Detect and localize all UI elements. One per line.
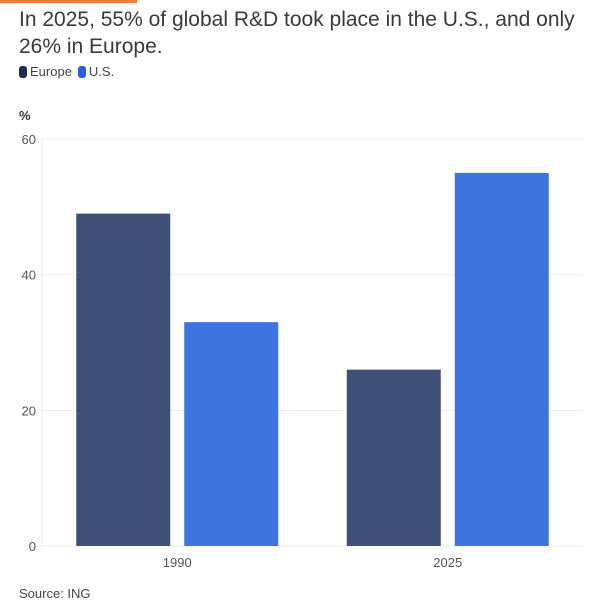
x-tick-label: 1990 <box>163 555 192 570</box>
legend-swatch-us <box>77 65 86 78</box>
source-note: Source: ING <box>19 586 91 601</box>
legend: Europe U.S. <box>19 64 114 79</box>
y-axis-label: % <box>19 108 31 123</box>
y-tick-label: 20 <box>22 403 36 418</box>
bar-europe-1990 <box>76 213 171 546</box>
legend-label: Europe <box>30 64 72 79</box>
accent-bar <box>0 0 137 3</box>
legend-label: U.S. <box>88 64 115 79</box>
chart-title: In 2025, 55% of global R&D took place in… <box>19 8 575 58</box>
legend-item-europe: Europe <box>19 64 72 79</box>
legend-swatch-europe <box>19 65 27 78</box>
bar-europe-2025 <box>346 369 441 546</box>
bar-us-2025 <box>454 172 549 546</box>
y-tick-label: 40 <box>22 268 36 283</box>
y-tick-label: 0 <box>29 539 36 554</box>
y-tick-label: 60 <box>22 132 36 147</box>
bar-us-1990 <box>184 322 279 546</box>
legend-item-us: U.S. <box>77 64 115 79</box>
x-tick-label: 2025 <box>433 555 462 570</box>
